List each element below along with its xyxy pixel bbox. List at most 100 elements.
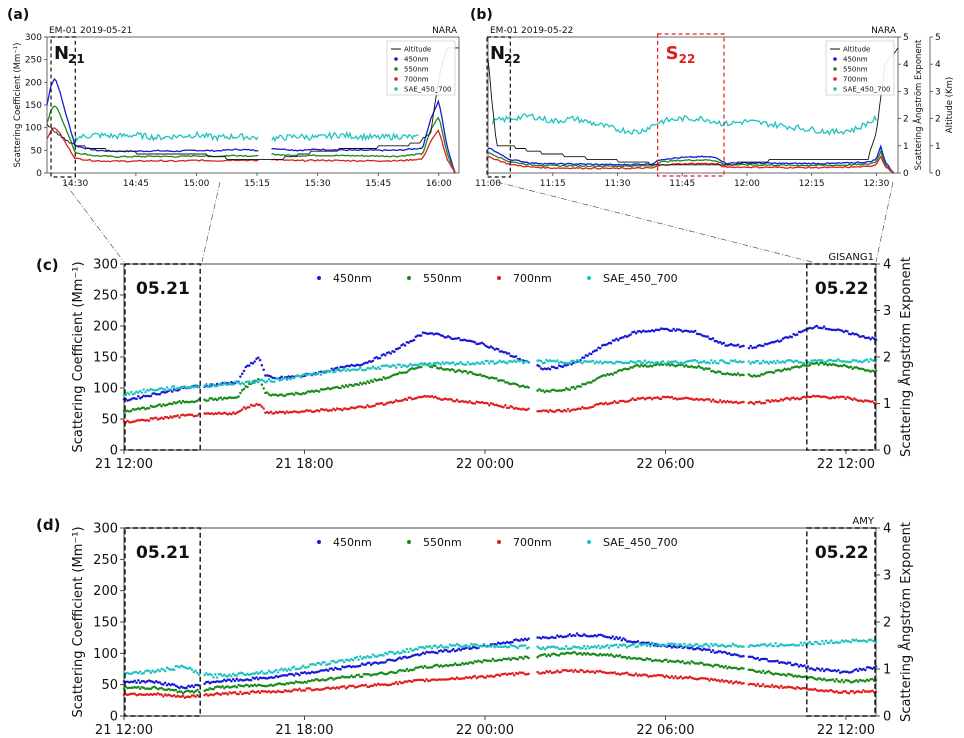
series-550nm-point [507, 657, 511, 660]
series-450nm-point [625, 640, 629, 643]
series-700nm-point [579, 407, 582, 411]
series-sae-450-700-point [828, 641, 831, 645]
series-700nm-point [380, 401, 384, 405]
series-sae-450-700-point [265, 671, 269, 675]
series-450nm-point [536, 363, 539, 367]
series-450nm-point [795, 333, 799, 336]
series-sae-450-700-point [564, 361, 568, 365]
series-700nm-point [162, 695, 165, 698]
series-700nm-point [416, 678, 419, 682]
series-700nm-point [445, 678, 448, 681]
series-550nm-point [847, 679, 851, 683]
panel-d: (d) AMY05010015020025030001234Scattering … [36, 516, 914, 738]
series-450nm-point [208, 682, 212, 685]
series-sae-450-700-point [455, 642, 459, 646]
series-700nm-point [455, 398, 459, 402]
series-700nm-point [274, 690, 278, 694]
series-700nm-point [604, 401, 607, 405]
series-sae-450-700-point [282, 669, 285, 672]
series-sae-450-700-point [194, 383, 197, 387]
series-700nm-point [853, 691, 856, 695]
series-550nm-point [357, 673, 360, 676]
series-sae-450-700-point [536, 645, 539, 648]
series-sae-450-700-point [819, 642, 822, 646]
series-550nm-point [636, 363, 640, 367]
series-sae-450-700-point [310, 373, 314, 376]
series-450nm-point [624, 638, 627, 641]
series-550nm-point [255, 684, 258, 688]
alt-tick-label: 3 [935, 87, 941, 97]
series-550nm-point [350, 674, 353, 677]
series-sae-450-700-point [337, 367, 341, 371]
series-450nm-point [749, 655, 752, 659]
series-550nm-point [196, 399, 199, 403]
series-550nm-point [475, 373, 478, 377]
series-550nm-point [724, 665, 727, 668]
series-sae-450-700-point [357, 658, 360, 662]
series-700nm-point [233, 690, 237, 694]
series-700nm-point [778, 399, 781, 403]
series-550nm-point [283, 394, 287, 397]
series-sae-450-700-point [824, 639, 828, 643]
series-700nm-point [430, 394, 434, 398]
series-550nm-point [522, 384, 525, 388]
series-450nm-point [240, 372, 244, 376]
series-sae-450-700-point [464, 363, 468, 366]
series-700nm-point [504, 672, 507, 675]
series-sae-450-700-point [625, 646, 629, 649]
y-tick-label: 50 [101, 413, 118, 428]
series-450nm-point [856, 334, 860, 337]
series-550nm-point [815, 361, 819, 365]
series-700nm-point [520, 671, 523, 675]
series-700nm-point [303, 689, 307, 692]
series-450nm-point [801, 330, 804, 333]
series-450nm-point [711, 649, 715, 652]
series-550nm-point [122, 687, 126, 690]
series-450nm [487, 144, 895, 174]
series-700nm-point [688, 397, 692, 401]
series-sae-450-700-point [468, 362, 471, 366]
series-550nm-point [564, 387, 568, 390]
x-tick-label: 14:45 [123, 179, 149, 189]
series-450nm-point [862, 335, 865, 338]
legend-swatch-sae-450-700 [587, 540, 591, 544]
series-sae-450-700-point [593, 645, 597, 648]
series-550nm-point [511, 382, 514, 385]
series-700nm-point [858, 399, 862, 402]
series-550nm-point [223, 686, 226, 690]
x-tick-label: 21 18:00 [275, 723, 333, 738]
series-sae-450-700-point [665, 362, 668, 365]
series-700nm-point [720, 400, 724, 404]
series-700nm-point [599, 669, 602, 673]
plot-frame [123, 263, 877, 451]
series-sae-450-700-point [704, 642, 708, 646]
series-700nm-point [718, 399, 722, 402]
series-sae-450-700-point [260, 670, 264, 673]
series-700nm-point [758, 684, 761, 688]
series-sae-450-700-point [742, 645, 745, 648]
series-450nm-point [511, 640, 514, 644]
series-sae-450-700-point [763, 643, 767, 646]
series-700nm-point [853, 397, 856, 400]
series-sae-450-700-point [369, 656, 373, 659]
series-550nm-point [246, 385, 249, 389]
legend-swatch-sae-450-700 [587, 276, 591, 280]
series-550nm-point [667, 660, 670, 664]
series-sae-450-700-point [808, 640, 812, 644]
series-sae-450-700-point [342, 660, 346, 664]
series-700nm-point [641, 673, 645, 676]
series-550nm-point [219, 396, 222, 399]
series-sae-450-700-point [577, 645, 581, 649]
legend-swatch-450nm [317, 276, 321, 280]
series-sae-450-700-point [586, 360, 589, 363]
series-700nm-point [471, 402, 475, 405]
y-tick-label: 50 [101, 678, 118, 693]
series-700nm-point [727, 681, 731, 684]
series-sae-450-700-point [378, 367, 382, 371]
series-sae-450-700-point [599, 646, 602, 650]
series-700nm-point [844, 397, 847, 401]
series-sae-450-700-point [525, 360, 529, 363]
y-tick-label: 0 [110, 444, 118, 459]
series-450nm-point [559, 634, 563, 638]
annotation-n: N [490, 43, 505, 64]
